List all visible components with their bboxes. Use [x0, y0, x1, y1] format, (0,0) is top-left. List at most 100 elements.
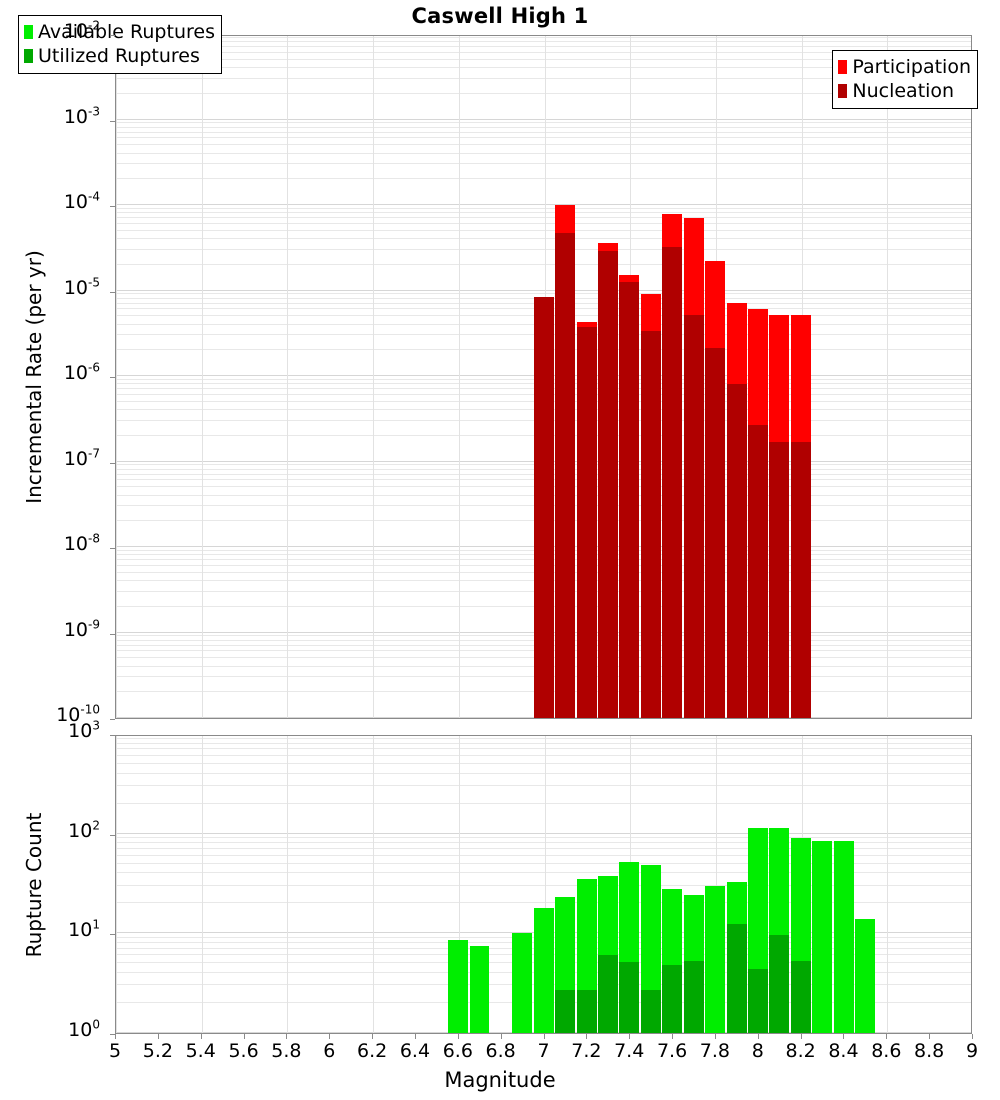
legend-swatch-nucleation	[838, 84, 848, 98]
y-tick-label: 103	[68, 718, 100, 742]
bar	[748, 36, 768, 718]
y-tick-label: 102	[68, 818, 100, 842]
x-tick-label: 6.4	[399, 1040, 431, 1062]
legend-rupture-count: Available Ruptures Utilized Ruptures	[18, 15, 222, 74]
legend-item-available-ruptures[interactable]: Available Ruptures	[24, 20, 215, 44]
bar-segment-utilized	[576, 990, 597, 1033]
bar-segment-nucleation	[726, 384, 747, 718]
bar	[619, 36, 640, 718]
x-tick-label: 8.2	[785, 1040, 816, 1062]
x-tick-label: 6.8	[485, 1040, 516, 1062]
bar-segment-available	[533, 907, 554, 1033]
bar	[598, 736, 618, 1033]
bar	[726, 736, 747, 1033]
bar	[640, 36, 661, 718]
bar	[533, 736, 554, 1033]
legend-swatch-utilized-ruptures	[24, 49, 33, 63]
bar-segment-available	[812, 840, 833, 1033]
x-tick-label: 7.8	[699, 1040, 730, 1062]
y-tick-label: 101	[68, 918, 100, 942]
bar-segment-utilized	[555, 990, 576, 1033]
bar-segment-utilized	[640, 990, 661, 1033]
bar-segment-utilized	[790, 960, 811, 1033]
y-tick-label: 10-2	[63, 18, 100, 42]
legend-item-participation[interactable]: Participation	[838, 55, 971, 79]
bar	[576, 36, 597, 718]
bar	[769, 736, 790, 1033]
bar	[555, 736, 576, 1033]
y-tick-label: 10-10	[56, 702, 100, 726]
bars-incremental-rate	[116, 36, 971, 718]
y-tick-label: 10-6	[63, 360, 100, 384]
y-tick-label: 10-7	[63, 446, 100, 470]
y-axis-label-top: Incremental Rate (per yr)	[22, 250, 46, 504]
x-tick-label: 9	[965, 1040, 979, 1062]
bar-segment-utilized	[769, 934, 790, 1033]
bar	[640, 736, 661, 1033]
bar	[598, 36, 618, 718]
bar	[855, 736, 876, 1033]
bar	[512, 736, 533, 1033]
bar-segment-nucleation	[662, 247, 683, 718]
x-tick-label: 8.8	[914, 1040, 945, 1062]
bar-segment-nucleation	[533, 296, 554, 718]
x-tick-label: 8.4	[828, 1040, 859, 1062]
y-tick-label: 10-9	[63, 617, 100, 641]
bar-segment-nucleation	[640, 330, 661, 718]
bar	[683, 736, 704, 1033]
x-tick-label: 5.4	[185, 1040, 216, 1062]
bar	[748, 736, 768, 1033]
bar	[769, 36, 790, 718]
legend-incremental-rate: Participation Nucleation	[832, 50, 978, 109]
x-tick-label: 8	[751, 1040, 764, 1062]
bar	[662, 736, 683, 1033]
bar	[705, 36, 726, 718]
bar-segment-nucleation	[576, 327, 597, 718]
x-tick-label: 5.8	[271, 1040, 302, 1062]
bar-segment-utilized	[726, 923, 747, 1033]
bar	[683, 36, 704, 718]
bar-segment-available	[833, 841, 854, 1033]
x-tick-label: 7	[537, 1040, 550, 1062]
bar	[619, 736, 640, 1033]
bar-segment-available	[705, 885, 726, 1033]
bar	[448, 736, 468, 1033]
bar-segment-nucleation	[555, 233, 576, 718]
x-tick-label: 6	[323, 1040, 336, 1062]
legend-label-nucleation: Nucleation	[852, 79, 955, 102]
bar	[662, 36, 683, 718]
bar-segment-nucleation	[790, 441, 811, 718]
incremental-rate-plot	[115, 35, 972, 719]
bar-segment-available	[469, 945, 490, 1033]
bar	[812, 736, 833, 1033]
y-tick-label: 10-3	[63, 104, 100, 128]
bar	[576, 736, 597, 1033]
bar-segment-available	[512, 933, 533, 1033]
legend-swatch-available-ruptures	[24, 25, 33, 39]
bar	[705, 736, 726, 1033]
x-tick-label: 8.6	[871, 1040, 902, 1062]
x-axis-label: Magnitude	[444, 1068, 556, 1092]
bar	[469, 736, 490, 1033]
bar-segment-nucleation	[769, 441, 790, 718]
y-tick-label: 10-4	[63, 189, 100, 213]
bar-segment-utilized	[598, 955, 618, 1033]
y-axis-label-bottom: Rupture Count	[22, 812, 46, 957]
legend-swatch-participation	[838, 60, 848, 74]
bar	[533, 36, 554, 718]
bars-rupture-count	[116, 736, 971, 1033]
legend-item-nucleation[interactable]: Nucleation	[838, 79, 971, 103]
x-tick-label: 7.4	[614, 1040, 645, 1062]
x-tick-label: 6.6	[442, 1040, 473, 1062]
x-tick-label: 5.6	[228, 1040, 259, 1062]
legend-item-utilized-ruptures[interactable]: Utilized Ruptures	[24, 44, 215, 68]
bar-segment-nucleation	[619, 282, 640, 718]
bar	[790, 36, 811, 718]
legend-label-utilized-ruptures: Utilized Ruptures	[38, 44, 200, 67]
bar-segment-utilized	[662, 965, 683, 1033]
x-tick-label: 7.2	[571, 1040, 602, 1062]
bar	[833, 736, 854, 1033]
bar-segment-nucleation	[748, 424, 768, 718]
rupture-count-plot	[115, 735, 972, 1034]
x-tick-label: 5	[108, 1040, 122, 1062]
